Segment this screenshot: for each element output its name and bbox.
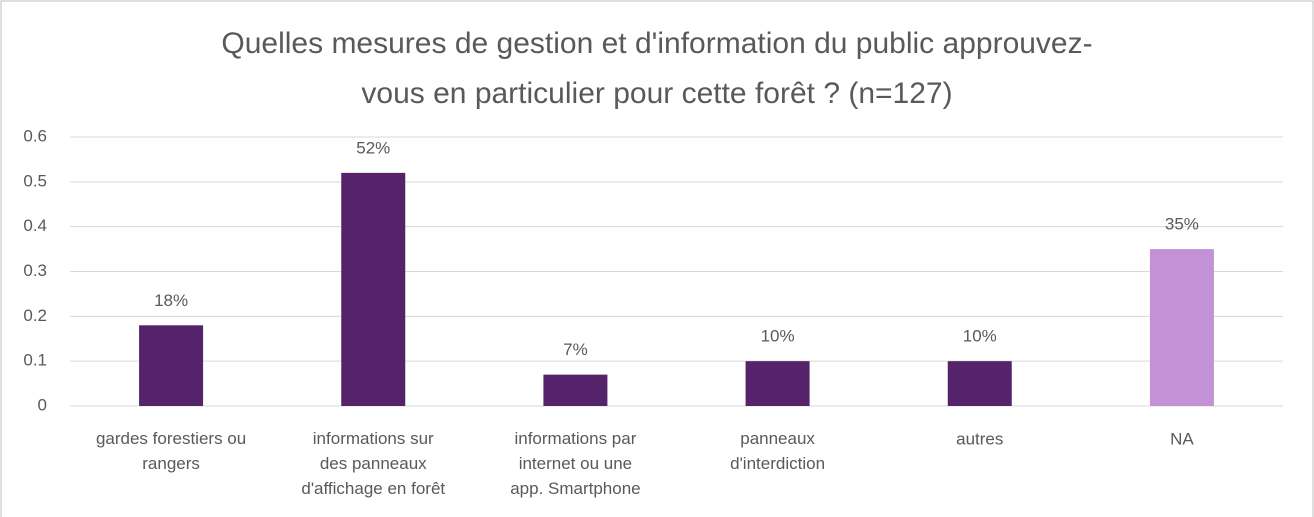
y-tick-label: 0.6 <box>23 126 47 145</box>
value-label: 52% <box>356 138 390 157</box>
x-tick-label: autres <box>956 429 1003 448</box>
value-label: 18% <box>154 291 188 310</box>
bar <box>341 172 406 406</box>
y-tick-label: 0.3 <box>23 261 47 280</box>
value-label: 35% <box>1165 215 1199 234</box>
bar <box>1149 249 1214 406</box>
y-tick-label: 0.4 <box>23 216 47 235</box>
x-tick-label: informations par internet ou une app. Smar… <box>510 429 640 498</box>
y-tick-label: 0.5 <box>23 171 47 190</box>
value-label: 7% <box>563 340 588 359</box>
bar <box>543 374 608 406</box>
x-tick-label: gardes forestiers ou rangers <box>96 429 246 473</box>
chart-title: Quelles mesures de gestion et d'informat… <box>221 27 1092 110</box>
bar <box>139 325 204 406</box>
x-tick-label: panneaux d'interdiction <box>730 429 825 473</box>
value-label: 10% <box>761 327 795 346</box>
y-tick-label: 0.1 <box>23 351 47 370</box>
x-tick-label: NA <box>1170 429 1194 448</box>
bar <box>745 361 810 406</box>
y-tick-label: 0.2 <box>23 306 47 325</box>
x-tick-label: informations sur des panneaux d'affichage … <box>301 429 445 498</box>
y-tick-label: 0 <box>38 395 47 414</box>
bar <box>947 361 1012 406</box>
value-label: 10% <box>963 327 997 346</box>
